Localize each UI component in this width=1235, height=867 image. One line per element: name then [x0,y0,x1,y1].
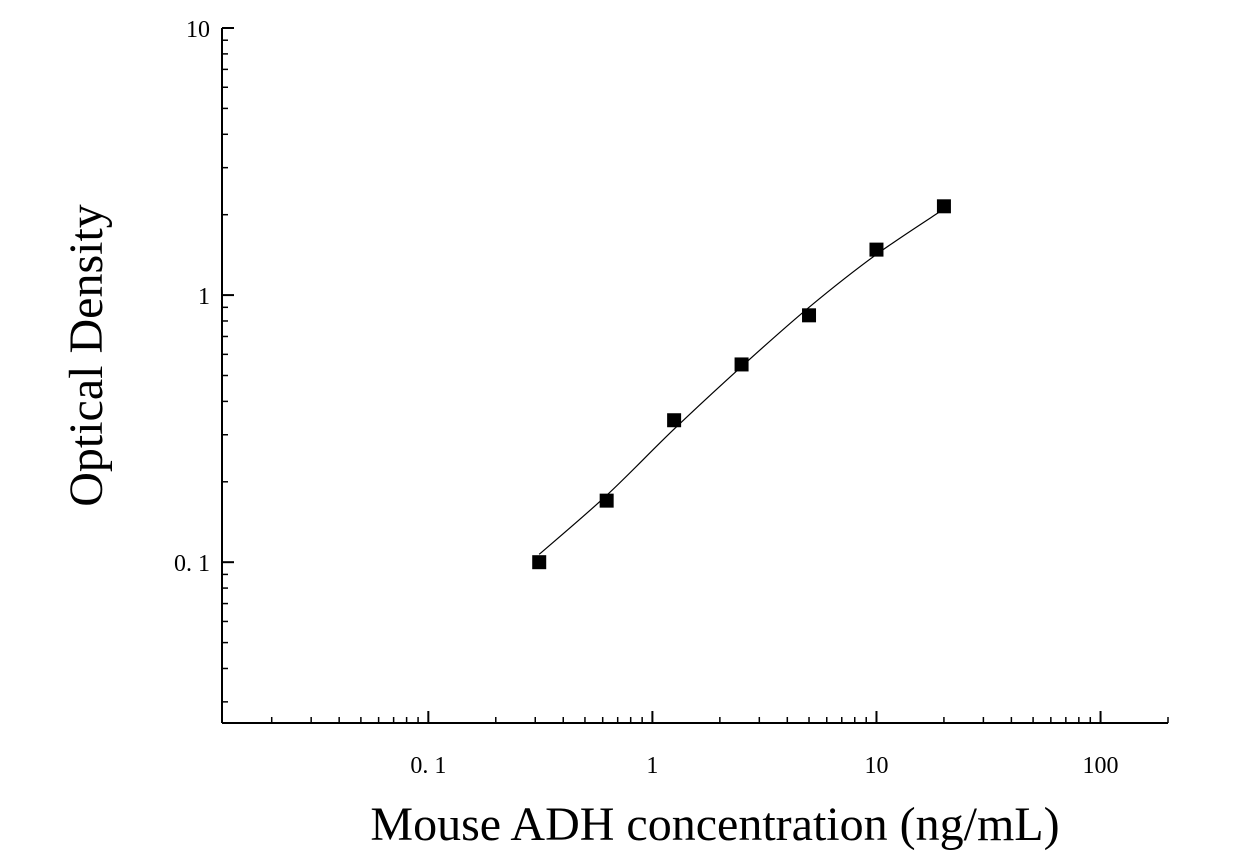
x-tick-label: 1 [646,753,658,779]
y-tick-label: 1 [198,284,210,310]
data-point-square [936,199,951,214]
data-point-square [599,493,614,508]
data-point-square [667,413,682,428]
data-point-square [802,308,817,323]
x-tick-label: 0. 1 [410,753,446,779]
x-tick-label: 10 [864,753,888,779]
y-axis-title: Optical Density [60,204,113,507]
axes: 0. 1 1 10 100 0. 1 1 10 [174,17,1169,779]
axis-labels: Mouse ADH concentration (ng/mL) Optical … [60,204,1060,851]
data-point-square [532,555,547,570]
x-tick-label: 100 [1083,753,1119,779]
data-point-square [734,357,749,372]
data-point-square [869,242,884,257]
data-points-layer [532,199,951,570]
y-tick-label: 10 [186,17,210,43]
y-tick-label: 0. 1 [174,551,210,577]
x-axis-title: Mouse ADH concentration (ng/mL) [370,798,1059,851]
